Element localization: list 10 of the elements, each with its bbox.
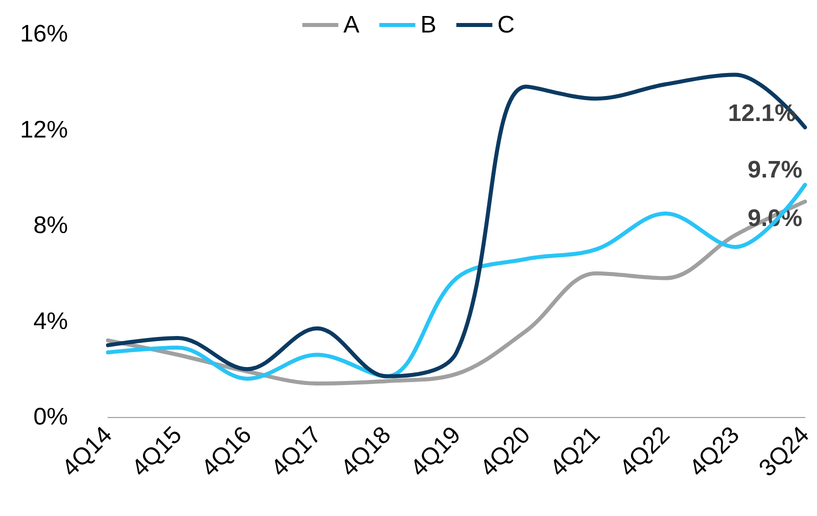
legend-label: B [420,12,436,38]
y-tick-label: 4% [33,308,68,335]
y-tick-label: 12% [20,116,68,144]
y-tick-label: 16% [20,20,68,48]
legend-label: C [497,12,515,38]
legend-label: A [343,12,360,38]
line-series [106,72,807,378]
y-tick-label: 8% [33,212,68,239]
data-label: 9.7% [748,156,802,184]
y-tick-label: 0% [33,404,68,430]
